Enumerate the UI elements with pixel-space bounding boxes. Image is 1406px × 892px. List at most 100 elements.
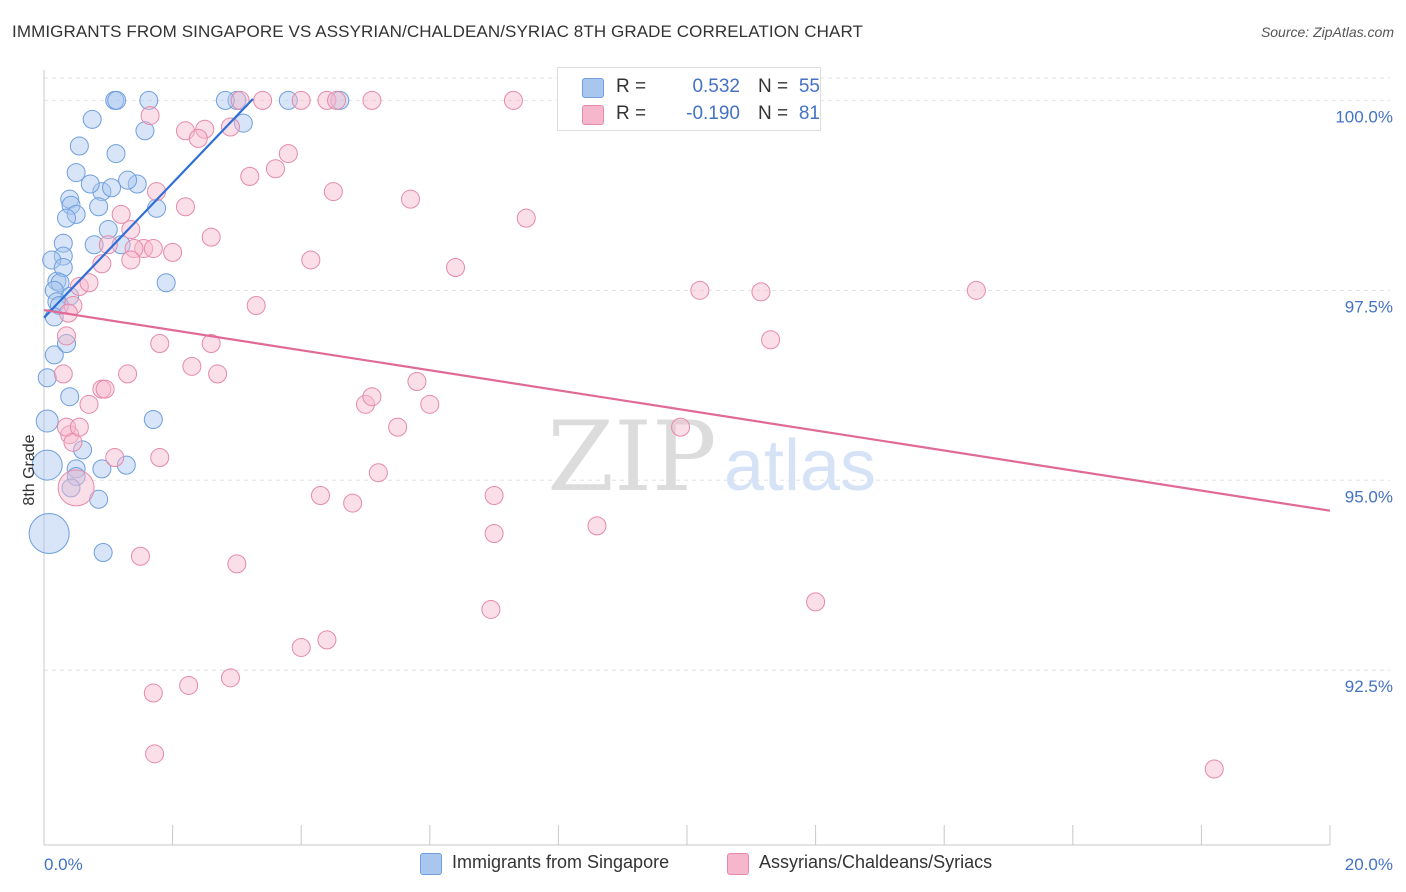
- x-tick-label: 20.0%: [1345, 855, 1393, 874]
- point-assyrian: [317, 630, 337, 650]
- point-singapore: [60, 387, 80, 407]
- point-assyrian: [368, 463, 388, 483]
- legend-swatch-assyrian: [582, 105, 604, 125]
- point-assyrian: [407, 372, 427, 392]
- point-assyrian: [143, 683, 163, 703]
- point-assyrian: [175, 197, 195, 217]
- point-assyrian: [516, 208, 536, 228]
- point-assyrian: [201, 334, 221, 354]
- point-singapore: [156, 273, 176, 293]
- point-assyrian: [79, 394, 99, 414]
- point-singapore: [98, 220, 118, 240]
- y-tick-label: 92.5%: [1345, 677, 1393, 696]
- trend-line-assyrian: [43, 309, 1331, 512]
- point-assyrian: [95, 379, 115, 399]
- point-assyrian: [240, 166, 260, 186]
- point-assyrian: [145, 744, 165, 764]
- point-assyrian: [163, 242, 183, 262]
- legend-r-label: R =: [616, 103, 647, 124]
- point-assyrian: [356, 394, 375, 414]
- point-assyrian: [208, 364, 228, 384]
- legend-r-label: R =: [616, 76, 647, 97]
- point-assyrian: [278, 144, 298, 164]
- point-assyrian: [671, 417, 691, 437]
- point-singapore: [139, 90, 159, 110]
- point-assyrian: [761, 330, 781, 350]
- point-singapore: [53, 233, 73, 253]
- legend-r-value: -0.190: [686, 103, 740, 124]
- point-assyrian: [53, 364, 73, 384]
- point-assyrian: [253, 90, 273, 110]
- point-singapore: [66, 163, 86, 183]
- point-singapore: [53, 258, 73, 278]
- point-singapore: [28, 512, 70, 554]
- legend-r-value: 0.532: [692, 76, 740, 97]
- bottom-legend-swatch-singapore: [420, 853, 442, 875]
- point-singapore: [53, 246, 73, 266]
- trend-lines: [43, 98, 1331, 512]
- point-assyrian: [310, 485, 330, 505]
- trend-line-singapore: [43, 98, 254, 319]
- point-singapore: [82, 109, 102, 129]
- point-assyrian: [362, 387, 382, 407]
- point-singapore: [66, 204, 86, 224]
- y-tick-label: 95.0%: [1345, 487, 1393, 506]
- point-assyrian: [401, 189, 421, 209]
- point-assyrian: [150, 448, 170, 467]
- point-singapore: [69, 136, 89, 156]
- point-singapore: [233, 113, 253, 133]
- legend-n-label: N =: [758, 103, 789, 124]
- point-assyrian: [484, 523, 504, 543]
- point-assyrian: [327, 90, 347, 110]
- point-singapore: [44, 280, 64, 300]
- point-singapore: [57, 334, 77, 354]
- point-assyrian: [246, 296, 266, 316]
- point-assyrian: [220, 117, 240, 137]
- y-tick-label: 100.0%: [1335, 107, 1393, 126]
- point-assyrian: [806, 592, 826, 612]
- grid-lines: [44, 77, 1390, 671]
- point-singapore: [84, 235, 104, 255]
- point-assyrian: [92, 254, 112, 274]
- point-assyrian: [587, 516, 607, 536]
- point-assyrian: [446, 258, 466, 278]
- y-tick-label: 97.5%: [1345, 297, 1393, 316]
- point-assyrian: [143, 239, 163, 259]
- point-assyrian: [291, 90, 311, 110]
- point-assyrian: [343, 493, 363, 513]
- point-singapore: [118, 170, 138, 190]
- bottom-legend-label-singapore: Immigrants from Singapore: [452, 852, 670, 872]
- point-assyrian: [140, 106, 160, 126]
- point-assyrian: [179, 675, 199, 695]
- point-singapore: [116, 455, 136, 475]
- point-assyrian: [182, 356, 202, 376]
- point-assyrian: [265, 159, 285, 179]
- legend-n-value: 81: [798, 103, 820, 124]
- point-singapore: [35, 409, 59, 433]
- point-assyrian: [481, 599, 501, 619]
- point-assyrian: [121, 220, 141, 240]
- point-singapore: [73, 440, 93, 460]
- point-assyrian: [362, 90, 382, 110]
- point-assyrian: [291, 637, 311, 657]
- watermark: ZIP atlas: [547, 401, 876, 513]
- point-assyrian: [388, 417, 408, 437]
- point-singapore: [215, 90, 235, 110]
- point-assyrian: [420, 394, 440, 414]
- point-assyrian: [484, 485, 504, 505]
- point-assyrian: [966, 280, 986, 300]
- point-assyrian: [150, 334, 170, 354]
- legend-swatch-singapore: [582, 78, 604, 98]
- point-singapore: [92, 459, 112, 479]
- point-singapore: [61, 195, 81, 215]
- point-assyrian: [220, 668, 240, 688]
- point-assyrian: [230, 90, 250, 110]
- point-assyrian: [69, 277, 89, 297]
- point-singapore: [89, 197, 109, 217]
- point-assyrian: [118, 364, 138, 384]
- y-axis-label: 8th Grade: [21, 434, 38, 505]
- x-tick-label: 0.0%: [44, 855, 83, 874]
- point-assyrian: [124, 239, 144, 259]
- point-singapore: [50, 273, 70, 293]
- point-assyrian: [201, 227, 221, 247]
